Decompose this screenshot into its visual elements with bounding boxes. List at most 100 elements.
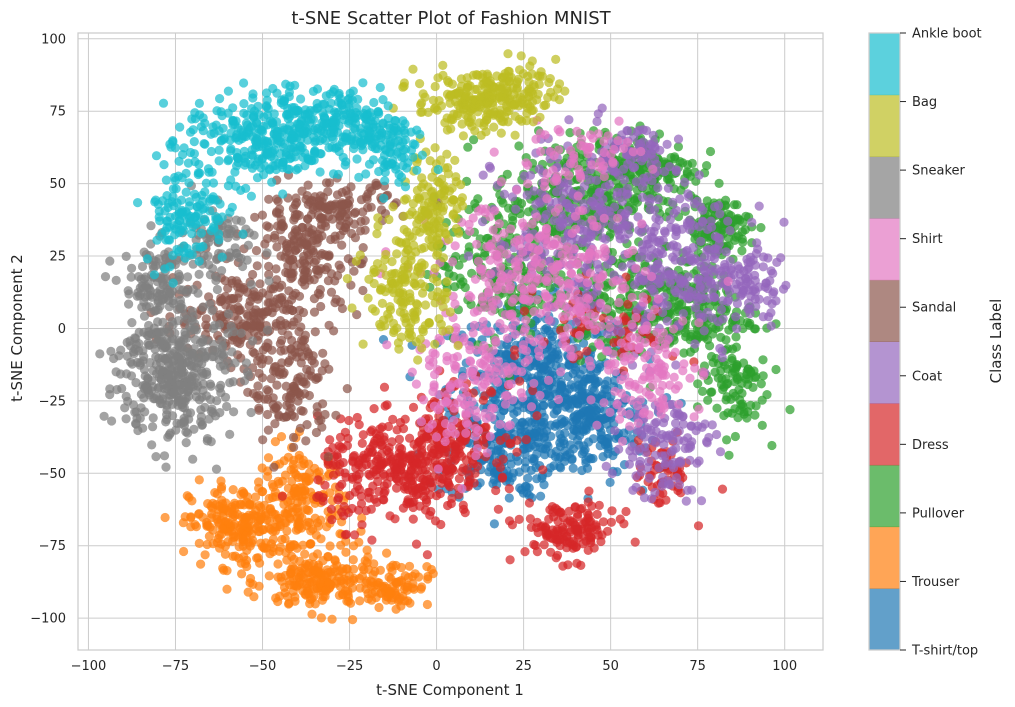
scatter-point: [572, 558, 582, 569]
scatter-point: [671, 360, 681, 370]
scatter-point: [352, 310, 362, 320]
scatter-point: [664, 430, 674, 440]
scatter-point: [275, 591, 285, 601]
scatter-point: [408, 514, 418, 524]
scatter-point: [318, 348, 328, 358]
scatter-point: [268, 534, 278, 544]
scatter-point: [416, 584, 426, 594]
scatter-point: [551, 377, 561, 387]
scatter-point: [242, 545, 252, 556]
scatter-point: [257, 210, 267, 220]
scatter-point: [419, 491, 429, 502]
scatter-point: [371, 429, 381, 439]
scatter-point: [565, 128, 575, 138]
scatter-point: [646, 149, 657, 159]
scatter-point: [244, 500, 255, 510]
scatter-point: [275, 542, 285, 552]
scatter-point: [179, 546, 189, 557]
scatter-point: [254, 581, 264, 591]
scatter-point: [262, 409, 273, 420]
scatter-point: [716, 332, 726, 342]
scatter-point: [572, 526, 582, 536]
scatter-point: [694, 222, 704, 232]
scatter-point: [539, 213, 549, 224]
scatter-point: [713, 281, 723, 291]
scatter-point: [408, 479, 418, 490]
scatter-point: [239, 488, 249, 498]
scatter-point: [291, 193, 301, 203]
scatter-point: [572, 424, 582, 434]
scatter-point: [521, 435, 531, 445]
scatter-point: [426, 564, 437, 575]
scatter-point: [458, 277, 468, 287]
scatter-point: [706, 216, 716, 226]
scatter-point: [536, 363, 546, 374]
scatter-point: [555, 222, 565, 232]
scatter-point: [377, 581, 387, 591]
scatter-point: [465, 226, 475, 236]
scatter-point: [771, 364, 781, 375]
scatter-point: [315, 578, 325, 588]
scatter-point: [460, 507, 470, 518]
scatter-point: [680, 202, 690, 212]
scatter-point: [200, 550, 210, 560]
scatter-point: [322, 522, 332, 532]
scatter-point: [468, 328, 478, 338]
scatter-point: [297, 186, 307, 196]
scatter-point: [269, 509, 279, 519]
scatter-point: [606, 517, 617, 527]
scatter-point: [631, 482, 641, 492]
scatter-point: [724, 450, 734, 460]
scatter-point: [497, 472, 508, 482]
scatter-point: [584, 486, 594, 496]
scatter-point: [462, 464, 472, 474]
scatter-point: [726, 264, 736, 274]
scatter-point: [648, 431, 659, 441]
scatter-point: [203, 499, 213, 509]
scatter-point: [603, 259, 613, 269]
scatter-point: [507, 192, 518, 202]
scatter-point: [396, 562, 406, 573]
scatter-point: [707, 420, 717, 430]
scatter-point: [304, 349, 314, 359]
scatter-point: [313, 288, 323, 298]
scatter-point: [524, 233, 534, 243]
scatter-point: [382, 548, 392, 558]
scatter-point: [619, 428, 629, 438]
series-sandal: [146, 170, 443, 472]
scatter-point: [357, 513, 367, 523]
scatter-point: [325, 435, 335, 445]
scatter-point: [631, 471, 641, 481]
scatter-point: [248, 347, 258, 357]
scatter-point: [652, 237, 662, 247]
scatter-point: [295, 423, 305, 433]
scatter-point: [750, 270, 760, 280]
scatter-point: [551, 534, 561, 544]
scatter-point: [470, 274, 481, 284]
scatter-point: [605, 191, 615, 201]
scatter-point: [385, 511, 395, 521]
scatter-point: [291, 504, 301, 514]
scatter-point: [280, 517, 290, 528]
scatter-point: [650, 418, 660, 429]
scatter-point: [360, 216, 370, 226]
scatter-point: [624, 459, 635, 469]
scatter-point: [514, 141, 524, 151]
scatter-point: [572, 512, 583, 522]
scatter-point: [547, 502, 557, 512]
scatter-point: [466, 292, 476, 302]
scatter-point: [539, 417, 549, 427]
scatter-point: [186, 512, 196, 522]
scatter-point: [553, 526, 563, 536]
scatter-point: [305, 599, 315, 609]
scatter-point: [568, 352, 578, 362]
scatter-point: [666, 270, 676, 280]
scatter-point: [639, 493, 650, 503]
scatter-point: [311, 530, 321, 540]
scatter-point: [708, 266, 718, 276]
scatter-point: [671, 418, 681, 428]
scatter-point: [356, 499, 367, 509]
scatter-point: [633, 212, 643, 222]
scatter-point: [237, 569, 247, 579]
scatter-point: [295, 259, 305, 269]
